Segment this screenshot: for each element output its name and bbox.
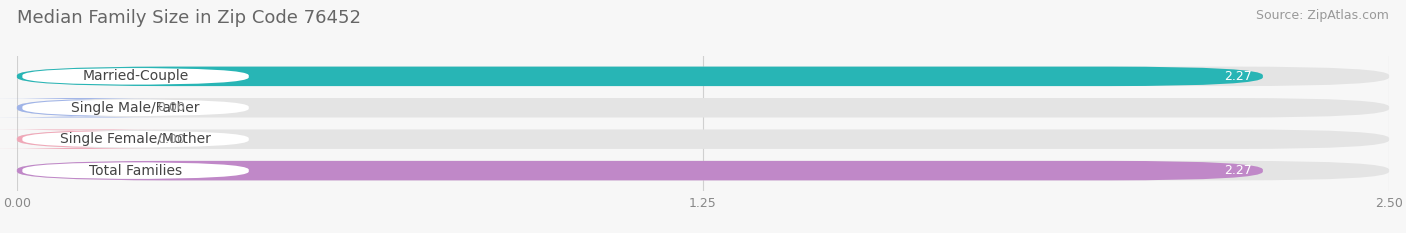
FancyBboxPatch shape <box>17 161 1263 180</box>
Text: 0.00: 0.00 <box>157 101 184 114</box>
FancyBboxPatch shape <box>22 99 249 116</box>
Text: Total Families: Total Families <box>89 164 183 178</box>
Text: Single Female/Mother: Single Female/Mother <box>60 132 211 146</box>
FancyBboxPatch shape <box>22 68 249 85</box>
Text: Single Male/Father: Single Male/Father <box>72 101 200 115</box>
FancyBboxPatch shape <box>0 98 170 117</box>
Text: Married-Couple: Married-Couple <box>83 69 188 83</box>
Text: 0.00: 0.00 <box>157 133 184 146</box>
FancyBboxPatch shape <box>22 162 249 179</box>
Text: 2.27: 2.27 <box>1225 164 1251 177</box>
Text: Source: ZipAtlas.com: Source: ZipAtlas.com <box>1256 9 1389 22</box>
FancyBboxPatch shape <box>17 130 1389 149</box>
FancyBboxPatch shape <box>17 161 1389 180</box>
FancyBboxPatch shape <box>17 98 1389 117</box>
FancyBboxPatch shape <box>0 130 170 149</box>
FancyBboxPatch shape <box>22 131 249 147</box>
Text: 2.27: 2.27 <box>1225 70 1251 83</box>
FancyBboxPatch shape <box>17 67 1263 86</box>
FancyBboxPatch shape <box>17 67 1389 86</box>
Text: Median Family Size in Zip Code 76452: Median Family Size in Zip Code 76452 <box>17 9 361 27</box>
